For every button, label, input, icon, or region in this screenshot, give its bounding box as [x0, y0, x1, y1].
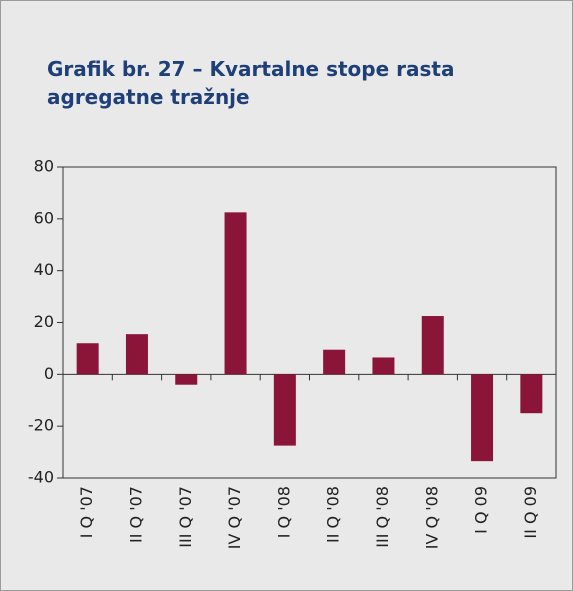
x-tick-label: IV Q '07 — [225, 486, 244, 549]
x-tick-label: IV Q '08 — [422, 486, 441, 549]
bar — [224, 212, 247, 375]
y-tick-label: 40 — [34, 260, 54, 279]
y-tick-label: 20 — [34, 312, 54, 331]
x-tick-label: I Q 09 — [472, 486, 491, 534]
bar — [471, 374, 494, 462]
chart-title: Grafik br. 27 – Kvartalne stope rasta ag… — [47, 57, 455, 109]
x-tick-label: II Q 09 — [521, 486, 540, 539]
bar — [273, 374, 296, 446]
bar — [76, 343, 99, 375]
bar — [372, 357, 395, 375]
bar — [323, 349, 346, 375]
x-tick-label: I Q '08 — [274, 486, 293, 538]
x-tick-label: II Q '07 — [126, 486, 145, 543]
bar — [125, 334, 148, 375]
y-tick-label: -20 — [28, 416, 54, 435]
bar — [175, 374, 198, 385]
y-tick-label: -40 — [28, 468, 54, 487]
x-tick-label: III Q '08 — [373, 486, 392, 548]
x-tick-label: I Q '07 — [77, 486, 96, 538]
y-tick-label: 0 — [44, 364, 54, 383]
x-tick-label: III Q '07 — [176, 486, 195, 548]
x-tick-label: II Q '08 — [324, 486, 343, 543]
bar — [421, 316, 444, 375]
y-tick-label: 60 — [34, 208, 54, 227]
y-tick-label: 80 — [34, 157, 54, 176]
bar — [520, 374, 543, 414]
